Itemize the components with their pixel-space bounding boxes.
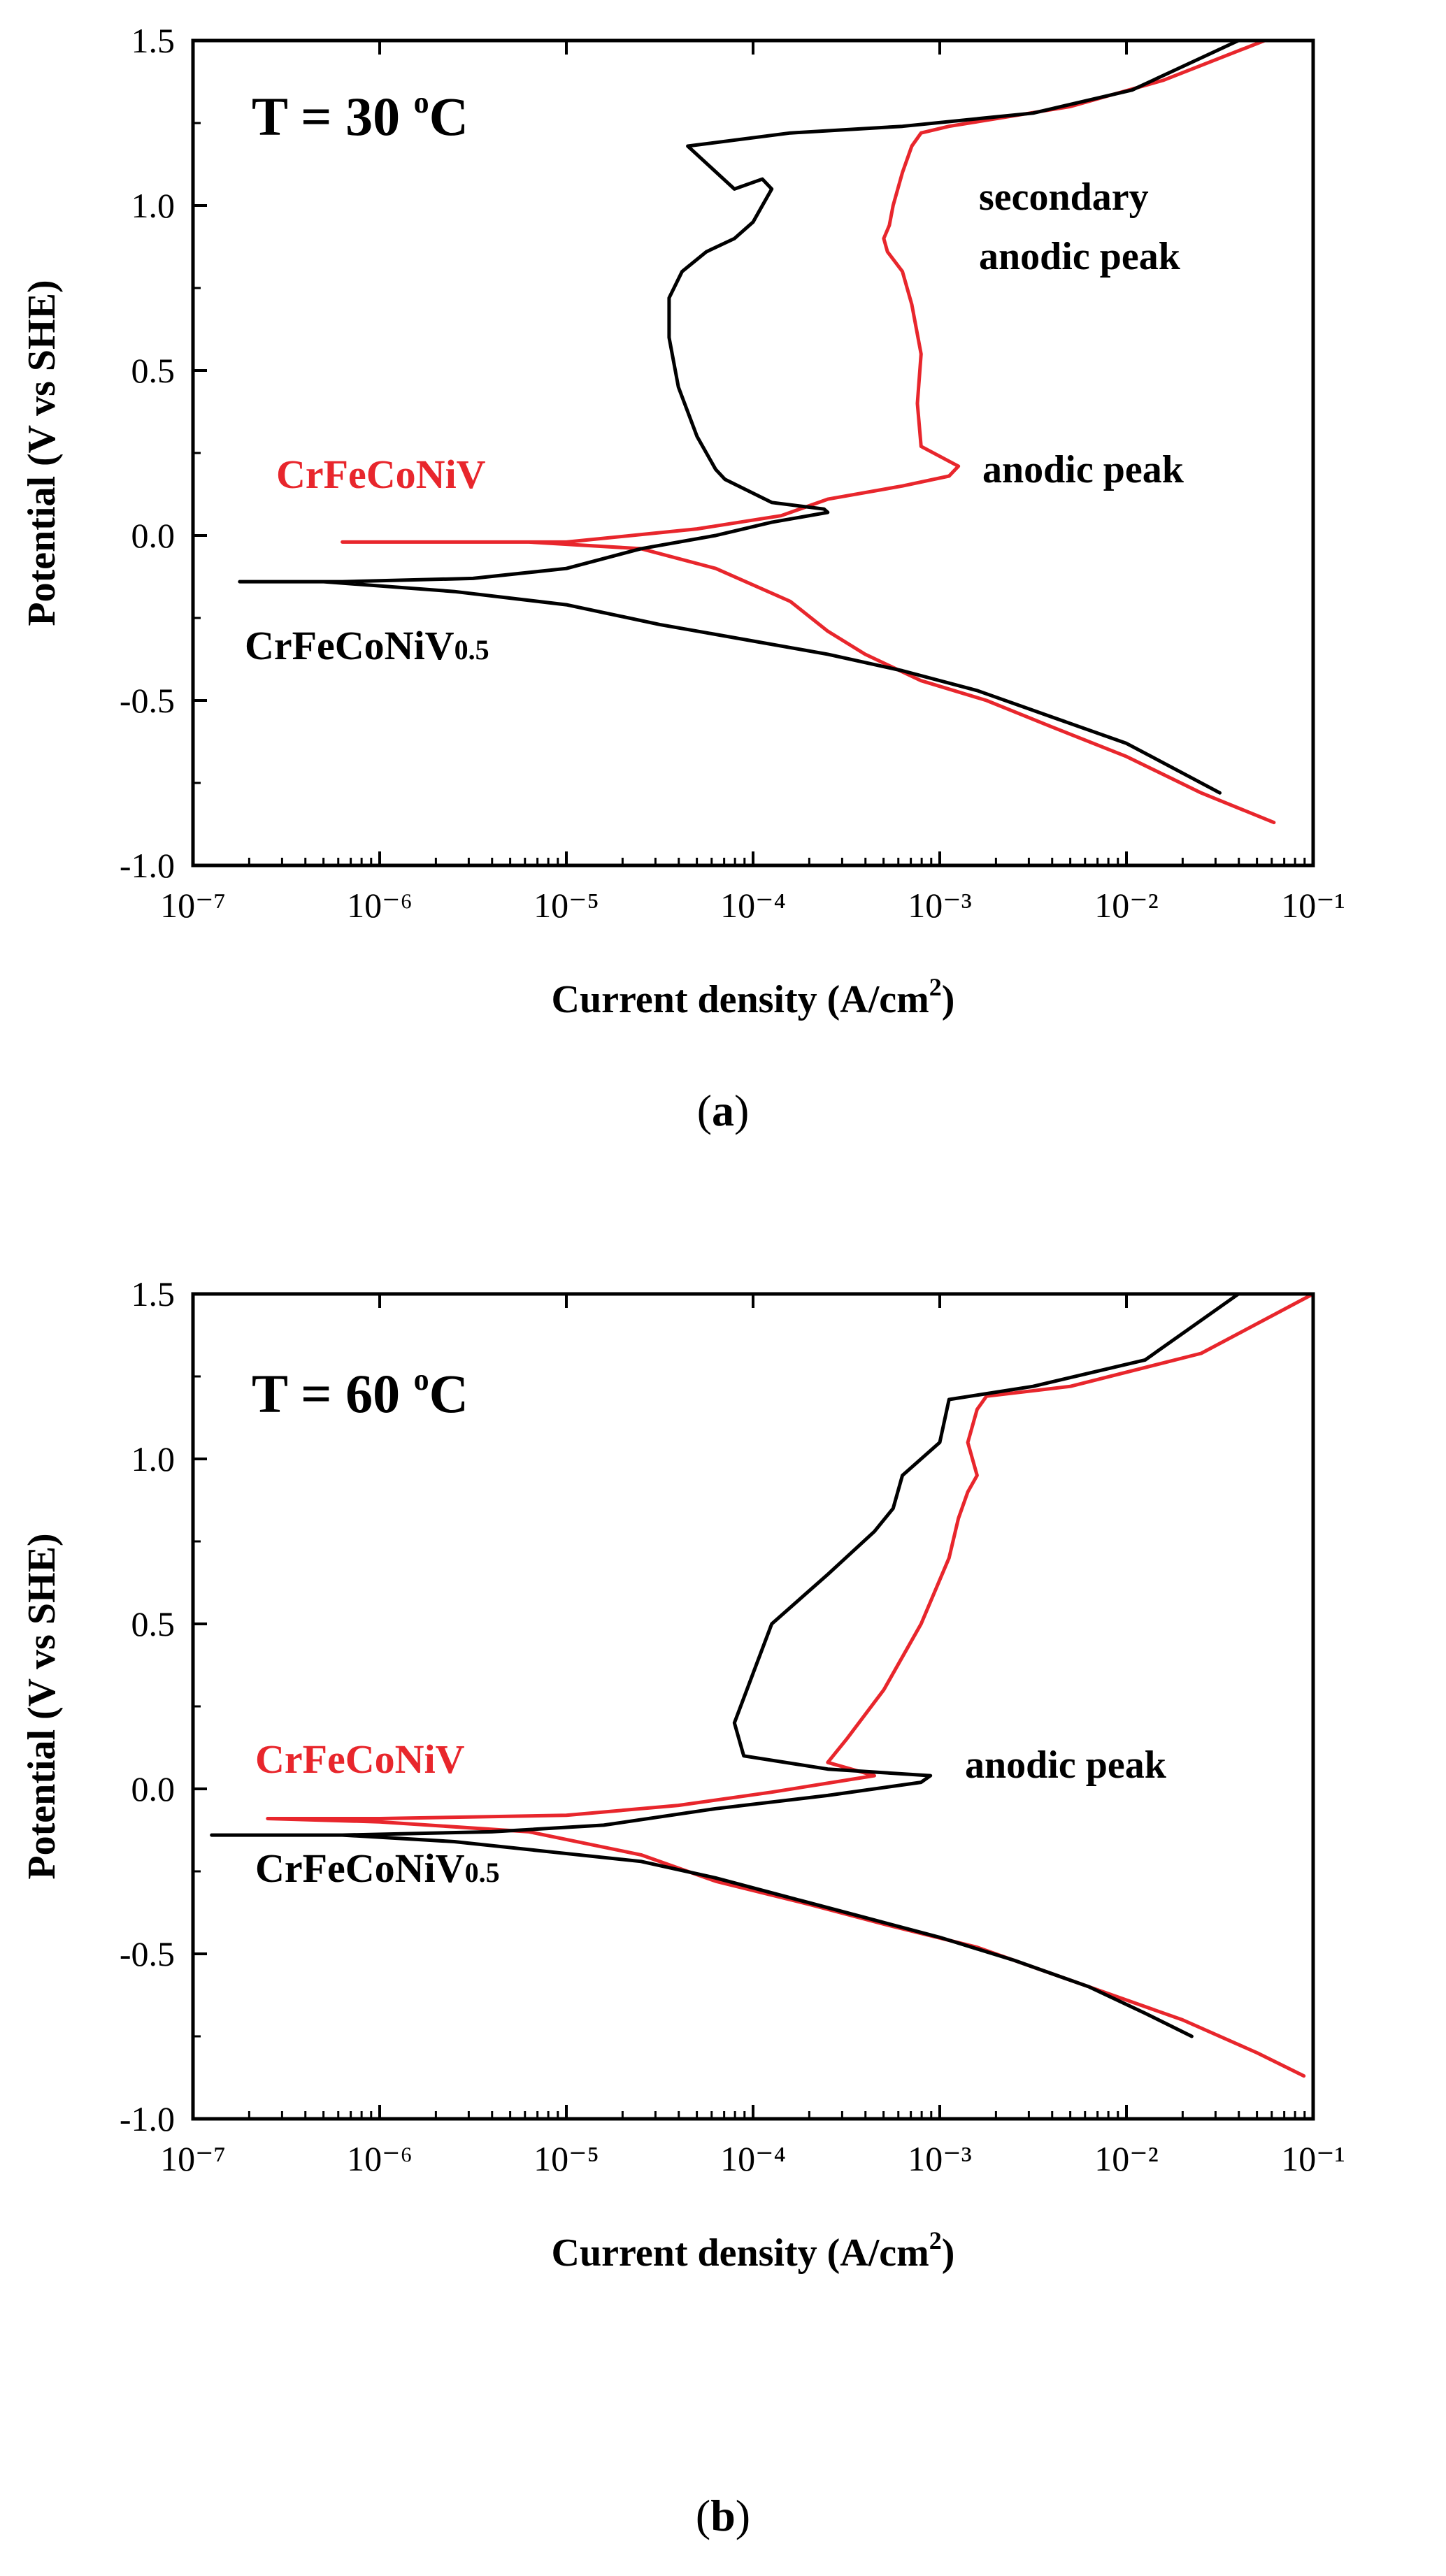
x-tick-label: 10⁻²	[1094, 886, 1158, 925]
series-line-crfeconiv	[266, 1292, 1315, 2078]
x-tick-label: 10⁻⁵	[534, 2139, 599, 2178]
x-tick-label: 10⁻⁶	[347, 886, 413, 925]
y-tick-label: -1.0	[120, 846, 175, 885]
x-tick-label: 10⁻¹	[1281, 2139, 1345, 2178]
panel-caption: (b)	[696, 2491, 750, 2540]
series-line-crfeconiv	[341, 38, 1276, 825]
x-tick-label: 10⁻⁴	[720, 886, 786, 925]
series-label-crfeconiv0.5: CrFeCoNiV0.5	[245, 623, 489, 668]
x-tick-label: 10⁻¹	[1281, 886, 1345, 925]
x-axis-title: Current density (A/cm2)	[552, 2226, 955, 2275]
panel-caption: (a)	[697, 1086, 750, 1135]
y-tick-label: -0.5	[120, 681, 175, 720]
annotation-secondary-anodic-peak: anodic peak	[979, 235, 1181, 278]
plot-frame	[191, 1292, 1315, 2121]
x-tick-label: 10⁻⁵	[534, 886, 599, 925]
temperature-label: T = 30 oC	[252, 85, 468, 147]
y-tick-label: 1.0	[131, 1439, 176, 1478]
data-series	[210, 1292, 1315, 2078]
y-axis-title: Potential (V vs SHE)	[20, 280, 64, 626]
chart-panel-a: -1.0 -0.5 0.0 0.5 1.0 1.5 10⁻⁷ 10⁻⁶ 10⁻⁵…	[20, 21, 1345, 1135]
y-tick-label: 0.5	[131, 1604, 176, 1643]
series-line-crfeconiv0.5	[210, 1292, 1240, 2038]
x-tick-label: 10⁻⁶	[347, 2139, 413, 2178]
y-tick-label: 0.5	[131, 351, 176, 390]
y-tick-label: -0.5	[120, 1934, 175, 1973]
y-tick-label: 1.5	[131, 1274, 176, 1314]
x-tick-label: 10⁻⁷	[160, 886, 226, 925]
series-label-crfeconiv: CrFeCoNiV	[255, 1736, 465, 1782]
y-tick-label: 0.0	[131, 516, 176, 555]
x-tick-label: 10⁻⁴	[720, 2139, 786, 2178]
plot-frame	[191, 38, 1315, 868]
series-label-crfeconiv0.5: CrFeCoNiV0.5	[255, 1845, 500, 1891]
annotation-anodic-peak: anodic peak	[965, 1743, 1167, 1787]
series-label-crfeconiv: CrFeCoNiV	[276, 452, 486, 497]
series-line-crfeconiv0.5	[238, 38, 1240, 795]
y-tick-label: 1.5	[131, 21, 176, 60]
temperature-label: T = 60 oC	[252, 1362, 468, 1424]
annotation-secondary: secondary	[979, 175, 1149, 219]
annotation-anodic-peak: anodic peak	[982, 448, 1184, 491]
y-tick-label: -1.0	[120, 2099, 175, 2138]
x-tick-label: 10⁻⁷	[160, 2139, 226, 2178]
chart-panel-b: -1.0 -0.5 0.0 0.5 1.0 1.5 10⁻⁷ 10⁻⁶ 10⁻⁵…	[20, 1274, 1345, 2540]
x-tick-label: 10⁻³	[908, 2139, 971, 2178]
y-tick-label: 0.0	[131, 1769, 176, 1808]
data-series	[238, 38, 1276, 825]
x-tick-label: 10⁻³	[908, 886, 971, 925]
x-axis-title: Current density (A/cm2)	[552, 973, 955, 1021]
y-tick-label: 1.0	[131, 186, 176, 225]
x-tick-label: 10⁻²	[1094, 2139, 1158, 2178]
y-axis-title: Potential (V vs SHE)	[20, 1533, 64, 1879]
